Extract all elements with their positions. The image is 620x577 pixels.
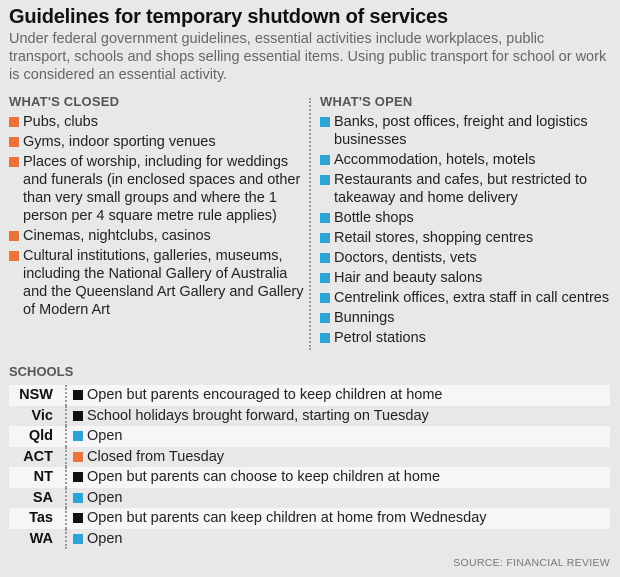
open-item-label: Centrelink offices, extra staff in call … bbox=[334, 290, 610, 306]
blue-square-icon bbox=[320, 155, 330, 165]
open-item: Hair and beauty salons bbox=[320, 269, 612, 287]
orange-square-icon bbox=[9, 231, 19, 241]
source-note: SOURCE: FINANCIAL REVIEW bbox=[453, 557, 610, 569]
school-row: WA Open bbox=[9, 528, 610, 549]
closed-item: Places of worship, including for wedding… bbox=[9, 153, 304, 225]
row-divider bbox=[65, 487, 67, 508]
open-item-label: Petrol stations bbox=[334, 330, 426, 346]
closed-item: Gyms, indoor sporting venues bbox=[9, 133, 304, 151]
blue-square-icon bbox=[320, 117, 330, 127]
open-item-label: Bottle shops bbox=[334, 210, 414, 226]
orange-square-icon bbox=[9, 251, 19, 261]
status-text: Open bbox=[87, 530, 123, 547]
open-item-label: Restaurants and cafes, but restricted to… bbox=[334, 172, 588, 206]
blue-square-icon bbox=[320, 175, 330, 185]
column-divider bbox=[309, 98, 311, 350]
orange-square-icon bbox=[9, 157, 19, 167]
status-square-icon bbox=[73, 451, 83, 462]
status-square-icon bbox=[73, 472, 83, 483]
open-item: Restaurants and cafes, but restricted to… bbox=[320, 171, 612, 207]
state-label: WA bbox=[29, 530, 53, 547]
open-item: Centrelink offices, extra staff in call … bbox=[320, 289, 612, 307]
open-item-label: Accommodation, hotels, motels bbox=[334, 152, 536, 168]
open-item: Banks, post offices, freight and logisti… bbox=[320, 113, 612, 149]
open-item-label: Retail stores, shopping centres bbox=[334, 230, 534, 246]
blue-square-icon bbox=[320, 233, 330, 243]
row-divider bbox=[65, 405, 67, 426]
status-square-icon bbox=[73, 533, 83, 544]
orange-square-icon bbox=[9, 137, 19, 147]
blue-square-icon bbox=[320, 293, 330, 303]
row-divider bbox=[65, 426, 67, 447]
schools-table: NSW Open but parents encouraged to keep c… bbox=[9, 385, 610, 549]
school-row: NSW Open but parents encouraged to keep c… bbox=[9, 385, 610, 406]
closed-item-label: Places of worship, including for wedding… bbox=[23, 154, 301, 224]
open-list: Banks, post offices, freight and logisti… bbox=[320, 113, 612, 349]
row-divider bbox=[65, 385, 67, 406]
state-label: Tas bbox=[29, 510, 53, 527]
open-item-label: Hair and beauty salons bbox=[334, 270, 483, 286]
blue-square-icon bbox=[320, 313, 330, 323]
status-square-icon bbox=[73, 492, 83, 503]
state-label: ACT bbox=[23, 448, 53, 465]
status-text: Open bbox=[87, 428, 123, 445]
open-item: Petrol stations bbox=[320, 329, 612, 347]
open-item: Retail stores, shopping centres bbox=[320, 229, 612, 247]
closed-heading: WHAT'S CLOSED bbox=[9, 94, 120, 109]
status-square-icon bbox=[73, 410, 83, 421]
open-item: Bottle shops bbox=[320, 209, 612, 227]
status-square-icon bbox=[73, 390, 83, 401]
row-divider bbox=[65, 446, 67, 467]
school-row: Vic School holidays brought forward, star… bbox=[9, 405, 610, 426]
state-label: NSW bbox=[19, 387, 53, 404]
school-row: NT Open but parents can choose to keep ch… bbox=[9, 467, 610, 488]
status-text: Open but parents can choose to keep chil… bbox=[87, 469, 441, 486]
blue-square-icon bbox=[320, 213, 330, 223]
closed-item-label: Pubs, clubs bbox=[23, 114, 98, 130]
school-row: Qld Open bbox=[9, 426, 610, 447]
state-label: Vic bbox=[31, 407, 53, 424]
closed-item: Cinemas, nightclubs, casinos bbox=[9, 227, 304, 245]
status-text: Open but parents encouraged to keep chil… bbox=[87, 387, 443, 404]
status-text: School holidays brought forward, startin… bbox=[87, 407, 429, 424]
closed-item-label: Cultural institutions, galleries, museum… bbox=[23, 248, 304, 318]
open-item: Bunnings bbox=[320, 309, 612, 327]
status-square-icon bbox=[73, 513, 83, 524]
state-label: NT bbox=[33, 469, 53, 486]
school-row: SA Open bbox=[9, 487, 610, 508]
status-square-icon bbox=[73, 431, 83, 442]
row-divider bbox=[65, 508, 67, 529]
open-item: Accommodation, hotels, motels bbox=[320, 151, 612, 169]
closed-item-label: Cinemas, nightclubs, casinos bbox=[23, 228, 211, 244]
row-divider bbox=[65, 467, 67, 488]
open-item: Doctors, dentists, vets bbox=[320, 249, 612, 267]
blue-square-icon bbox=[320, 253, 330, 263]
orange-square-icon bbox=[9, 117, 19, 127]
state-label: SA bbox=[32, 489, 53, 506]
closed-item: Pubs, clubs bbox=[9, 113, 304, 131]
schools-heading: SCHOOLS bbox=[9, 364, 74, 379]
status-text: Open bbox=[87, 489, 123, 506]
blue-square-icon bbox=[320, 273, 330, 283]
intro-text: Under federal government guidelines, ess… bbox=[9, 31, 607, 83]
school-row: ACT Closed from Tuesday bbox=[9, 446, 610, 467]
closed-list: Pubs, clubs Gyms, indoor sporting venues… bbox=[9, 113, 304, 321]
closed-item: Cultural institutions, galleries, museum… bbox=[9, 247, 304, 319]
open-item-label: Doctors, dentists, vets bbox=[334, 250, 477, 266]
state-label: Qld bbox=[28, 428, 53, 445]
closed-item-label: Gyms, indoor sporting venues bbox=[23, 134, 216, 150]
open-item-label: Banks, post offices, freight and logisti… bbox=[334, 114, 588, 148]
page-title: Guidelines for temporary shutdown of ser… bbox=[9, 6, 448, 28]
open-item-label: Bunnings bbox=[334, 310, 395, 326]
blue-square-icon bbox=[320, 333, 330, 343]
school-row: Tas Open but parents can keep children at… bbox=[9, 508, 610, 529]
open-heading: WHAT'S OPEN bbox=[320, 94, 413, 109]
status-text: Closed from Tuesday bbox=[87, 448, 225, 465]
status-text: Open but parents can keep children at ho… bbox=[87, 510, 487, 527]
row-divider bbox=[65, 528, 67, 549]
